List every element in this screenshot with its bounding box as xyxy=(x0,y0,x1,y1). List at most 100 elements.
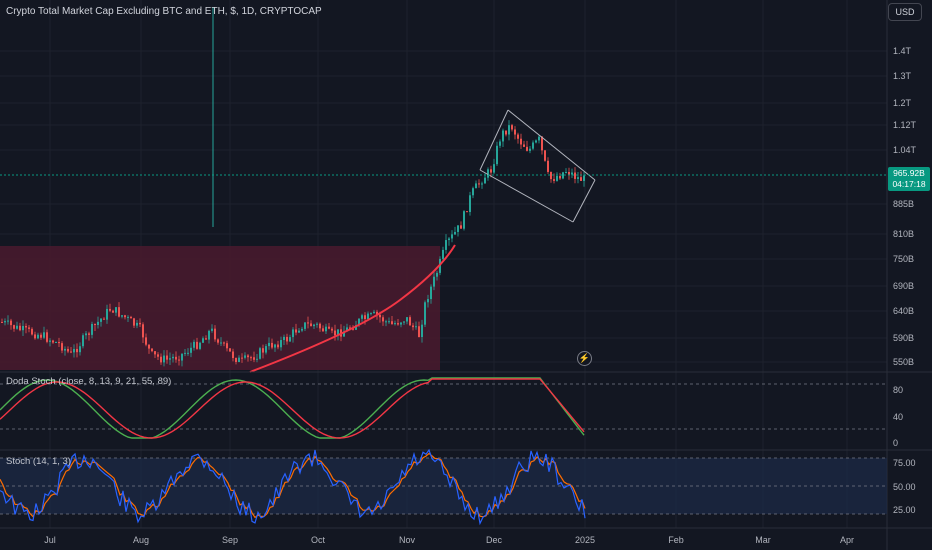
candle-body xyxy=(10,320,12,326)
candle-body xyxy=(109,308,111,311)
candle-body xyxy=(142,324,144,338)
candle-body xyxy=(34,334,36,339)
candle-body xyxy=(112,310,114,313)
candle-body xyxy=(184,352,186,354)
candle-body xyxy=(115,307,117,313)
candle-body xyxy=(433,276,435,287)
candle-body xyxy=(322,328,324,332)
candle-body xyxy=(319,323,321,329)
candle-body xyxy=(154,351,156,355)
candle-body xyxy=(31,328,33,335)
price-tick-label: 1.3T xyxy=(893,71,912,81)
candle-body xyxy=(40,334,42,338)
price-tick-label: 640B xyxy=(893,306,914,316)
candle-body xyxy=(328,326,330,329)
candle-body xyxy=(244,355,246,358)
candle-body xyxy=(181,353,183,361)
candle-body xyxy=(157,354,159,357)
candle-body xyxy=(400,322,402,325)
time-tick-label: Feb xyxy=(668,535,684,545)
candle-body xyxy=(130,316,132,319)
candle-body xyxy=(568,171,570,175)
doda-stoch-label[interactable]: Doda Stoch (close, 8, 13, 9, 21, 55, 89) xyxy=(6,376,172,387)
candle-body xyxy=(217,339,219,343)
candle-body xyxy=(106,308,108,320)
candle-body xyxy=(124,315,126,318)
candle-body xyxy=(208,330,210,340)
candle-body xyxy=(472,188,474,196)
candle-body xyxy=(337,329,339,336)
candle-body xyxy=(253,357,255,360)
candle-body xyxy=(37,334,39,339)
candle-body xyxy=(91,323,93,335)
candle-body xyxy=(415,326,417,328)
candle-body xyxy=(295,329,297,333)
candle-body xyxy=(517,134,519,139)
candle-body xyxy=(7,320,9,322)
candle-body xyxy=(52,340,54,343)
candle-body xyxy=(388,321,390,323)
candle-body xyxy=(505,130,507,135)
candle-body xyxy=(277,344,279,348)
candle-body xyxy=(175,356,177,360)
candle-body xyxy=(139,322,141,325)
candle-body xyxy=(169,358,171,360)
stoch-label[interactable]: Stoch (14, 1, 3) xyxy=(6,456,71,467)
time-tick-label: Apr xyxy=(840,535,854,545)
candle-body xyxy=(559,176,561,179)
candle-body xyxy=(160,356,162,363)
candle-body xyxy=(565,171,567,173)
candle-body xyxy=(571,172,573,175)
candle-body xyxy=(382,317,384,322)
candle-body xyxy=(19,325,21,331)
candle-body xyxy=(292,329,294,338)
candle-body xyxy=(508,125,510,135)
candle-body xyxy=(397,323,399,325)
candle-body xyxy=(385,321,387,323)
doda-tick-label: 0 xyxy=(893,438,898,448)
candle-body xyxy=(343,331,345,337)
candle-body xyxy=(16,325,18,329)
candle-body xyxy=(526,146,528,151)
stoch-tick-label: 25.00 xyxy=(893,505,916,515)
candle-body xyxy=(4,321,6,323)
candle-body xyxy=(103,318,105,320)
candle-body xyxy=(172,356,174,359)
candle-body xyxy=(76,348,78,353)
candle-body xyxy=(121,315,123,317)
candle-body xyxy=(262,348,264,353)
candle-body xyxy=(370,313,372,315)
candle-body xyxy=(64,348,66,351)
time-tick-label: Jul xyxy=(44,535,56,545)
candle-body xyxy=(85,333,87,336)
stoch-k-line xyxy=(0,448,586,526)
candle-body xyxy=(238,357,240,363)
candle-body xyxy=(190,347,192,353)
last-price-value: 965.92B xyxy=(893,168,925,178)
candle-body xyxy=(241,357,243,359)
currency-button[interactable]: USD xyxy=(888,3,922,21)
stoch-d-line xyxy=(0,452,586,519)
candle-body xyxy=(250,357,252,359)
doda-levels xyxy=(0,383,887,430)
candle-body xyxy=(463,211,465,229)
lightning-icon[interactable]: ⚡ xyxy=(577,351,592,366)
candle-body xyxy=(445,240,447,250)
candle-body xyxy=(427,299,429,303)
candle-body xyxy=(193,341,195,348)
candle-body xyxy=(421,324,423,338)
doda-stoch-red-line xyxy=(0,378,585,439)
candle-body xyxy=(79,346,81,353)
candle-body xyxy=(361,315,363,319)
candle-body xyxy=(148,344,150,349)
candle-body xyxy=(301,328,303,331)
candle-body xyxy=(325,326,327,332)
candle-body xyxy=(205,338,207,340)
candle-body xyxy=(286,336,288,342)
candle-body xyxy=(82,335,84,347)
candle-body xyxy=(376,311,378,315)
candle-body xyxy=(490,169,492,173)
time-axis: Jul Aug Sep Oct Nov Dec 2025 Feb Mar Apr xyxy=(44,535,854,545)
candle-body xyxy=(577,177,579,179)
